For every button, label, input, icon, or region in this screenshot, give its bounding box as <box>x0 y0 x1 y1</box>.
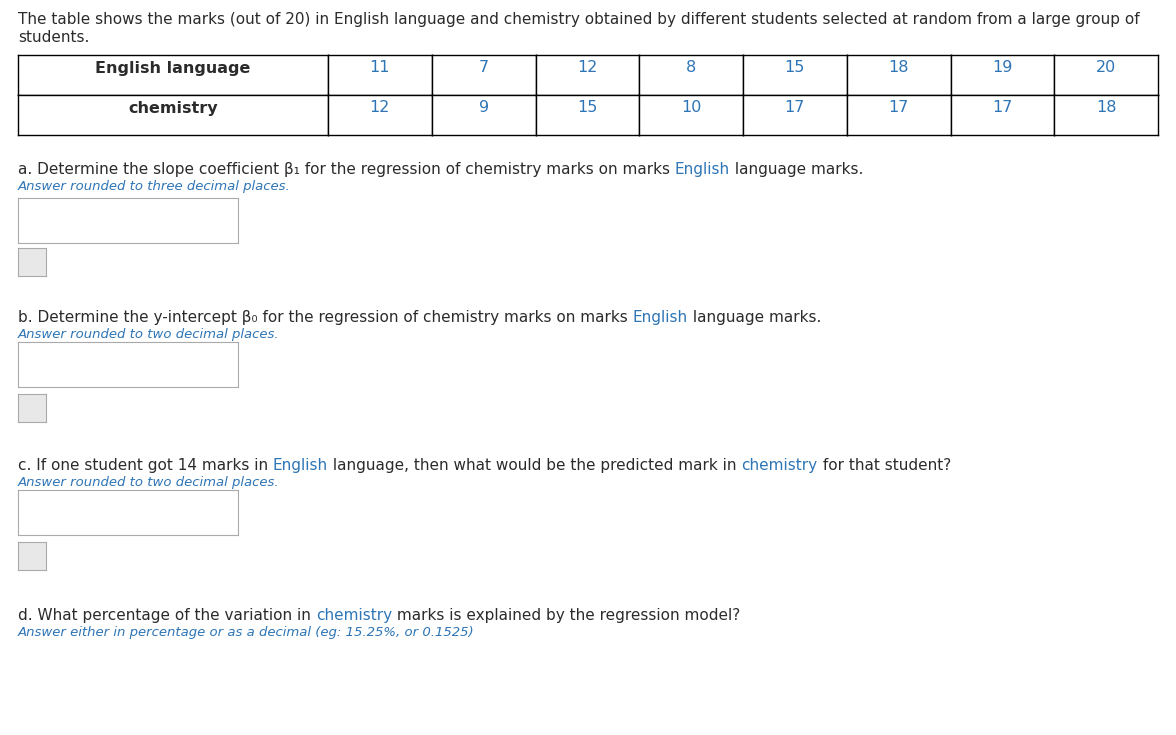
Text: 20: 20 <box>1096 60 1116 76</box>
Text: 15: 15 <box>784 60 806 76</box>
Text: 9: 9 <box>479 101 489 115</box>
Text: 8: 8 <box>686 60 696 76</box>
Text: for that student?: for that student? <box>817 458 951 473</box>
Text: 12: 12 <box>577 60 597 76</box>
Text: 11: 11 <box>369 60 390 76</box>
Text: 7: 7 <box>479 60 489 76</box>
Text: a. Determine the slope coefficient β₁ for the regression of chemistry marks on m: a. Determine the slope coefficient β₁ fo… <box>18 162 675 177</box>
Text: 19: 19 <box>993 60 1013 76</box>
Text: c. If one student got 14 marks in: c. If one student got 14 marks in <box>18 458 273 473</box>
Text: The table shows the marks (out of 20) in English language and chemistry obtained: The table shows the marks (out of 20) in… <box>18 12 1140 27</box>
Text: 18: 18 <box>888 60 909 76</box>
Text: 17: 17 <box>993 101 1013 115</box>
Text: 12: 12 <box>369 101 390 115</box>
Text: Answer rounded to two decimal places.: Answer rounded to two decimal places. <box>18 476 280 489</box>
Text: 15: 15 <box>577 101 597 115</box>
Text: English: English <box>633 310 688 325</box>
Text: d. What percentage of the variation in: d. What percentage of the variation in <box>18 608 315 623</box>
Text: language, then what would be the predicted mark in: language, then what would be the predict… <box>328 458 742 473</box>
Text: chemistry: chemistry <box>742 458 817 473</box>
Text: 17: 17 <box>784 101 806 115</box>
Text: Answer rounded to three decimal places.: Answer rounded to three decimal places. <box>18 180 290 193</box>
Text: English: English <box>273 458 328 473</box>
Text: chemistry: chemistry <box>315 608 392 623</box>
Text: students.: students. <box>18 30 89 45</box>
Text: 18: 18 <box>1096 101 1116 115</box>
Text: English language: English language <box>95 60 250 76</box>
Text: 17: 17 <box>888 101 909 115</box>
Text: Answer either in percentage or as a decimal (eg: 15.25%, or 0.1525): Answer either in percentage or as a deci… <box>18 626 475 639</box>
Text: Answer rounded to two decimal places.: Answer rounded to two decimal places. <box>18 328 280 341</box>
Text: 10: 10 <box>681 101 701 115</box>
Text: English: English <box>675 162 730 177</box>
Text: b. Determine the y-intercept β₀ for the regression of chemistry marks on marks: b. Determine the y-intercept β₀ for the … <box>18 310 633 325</box>
Text: language marks.: language marks. <box>688 310 821 325</box>
Text: marks is explained by the regression model?: marks is explained by the regression mod… <box>392 608 740 623</box>
Text: chemistry: chemistry <box>128 101 218 115</box>
Text: language marks.: language marks. <box>730 162 863 177</box>
